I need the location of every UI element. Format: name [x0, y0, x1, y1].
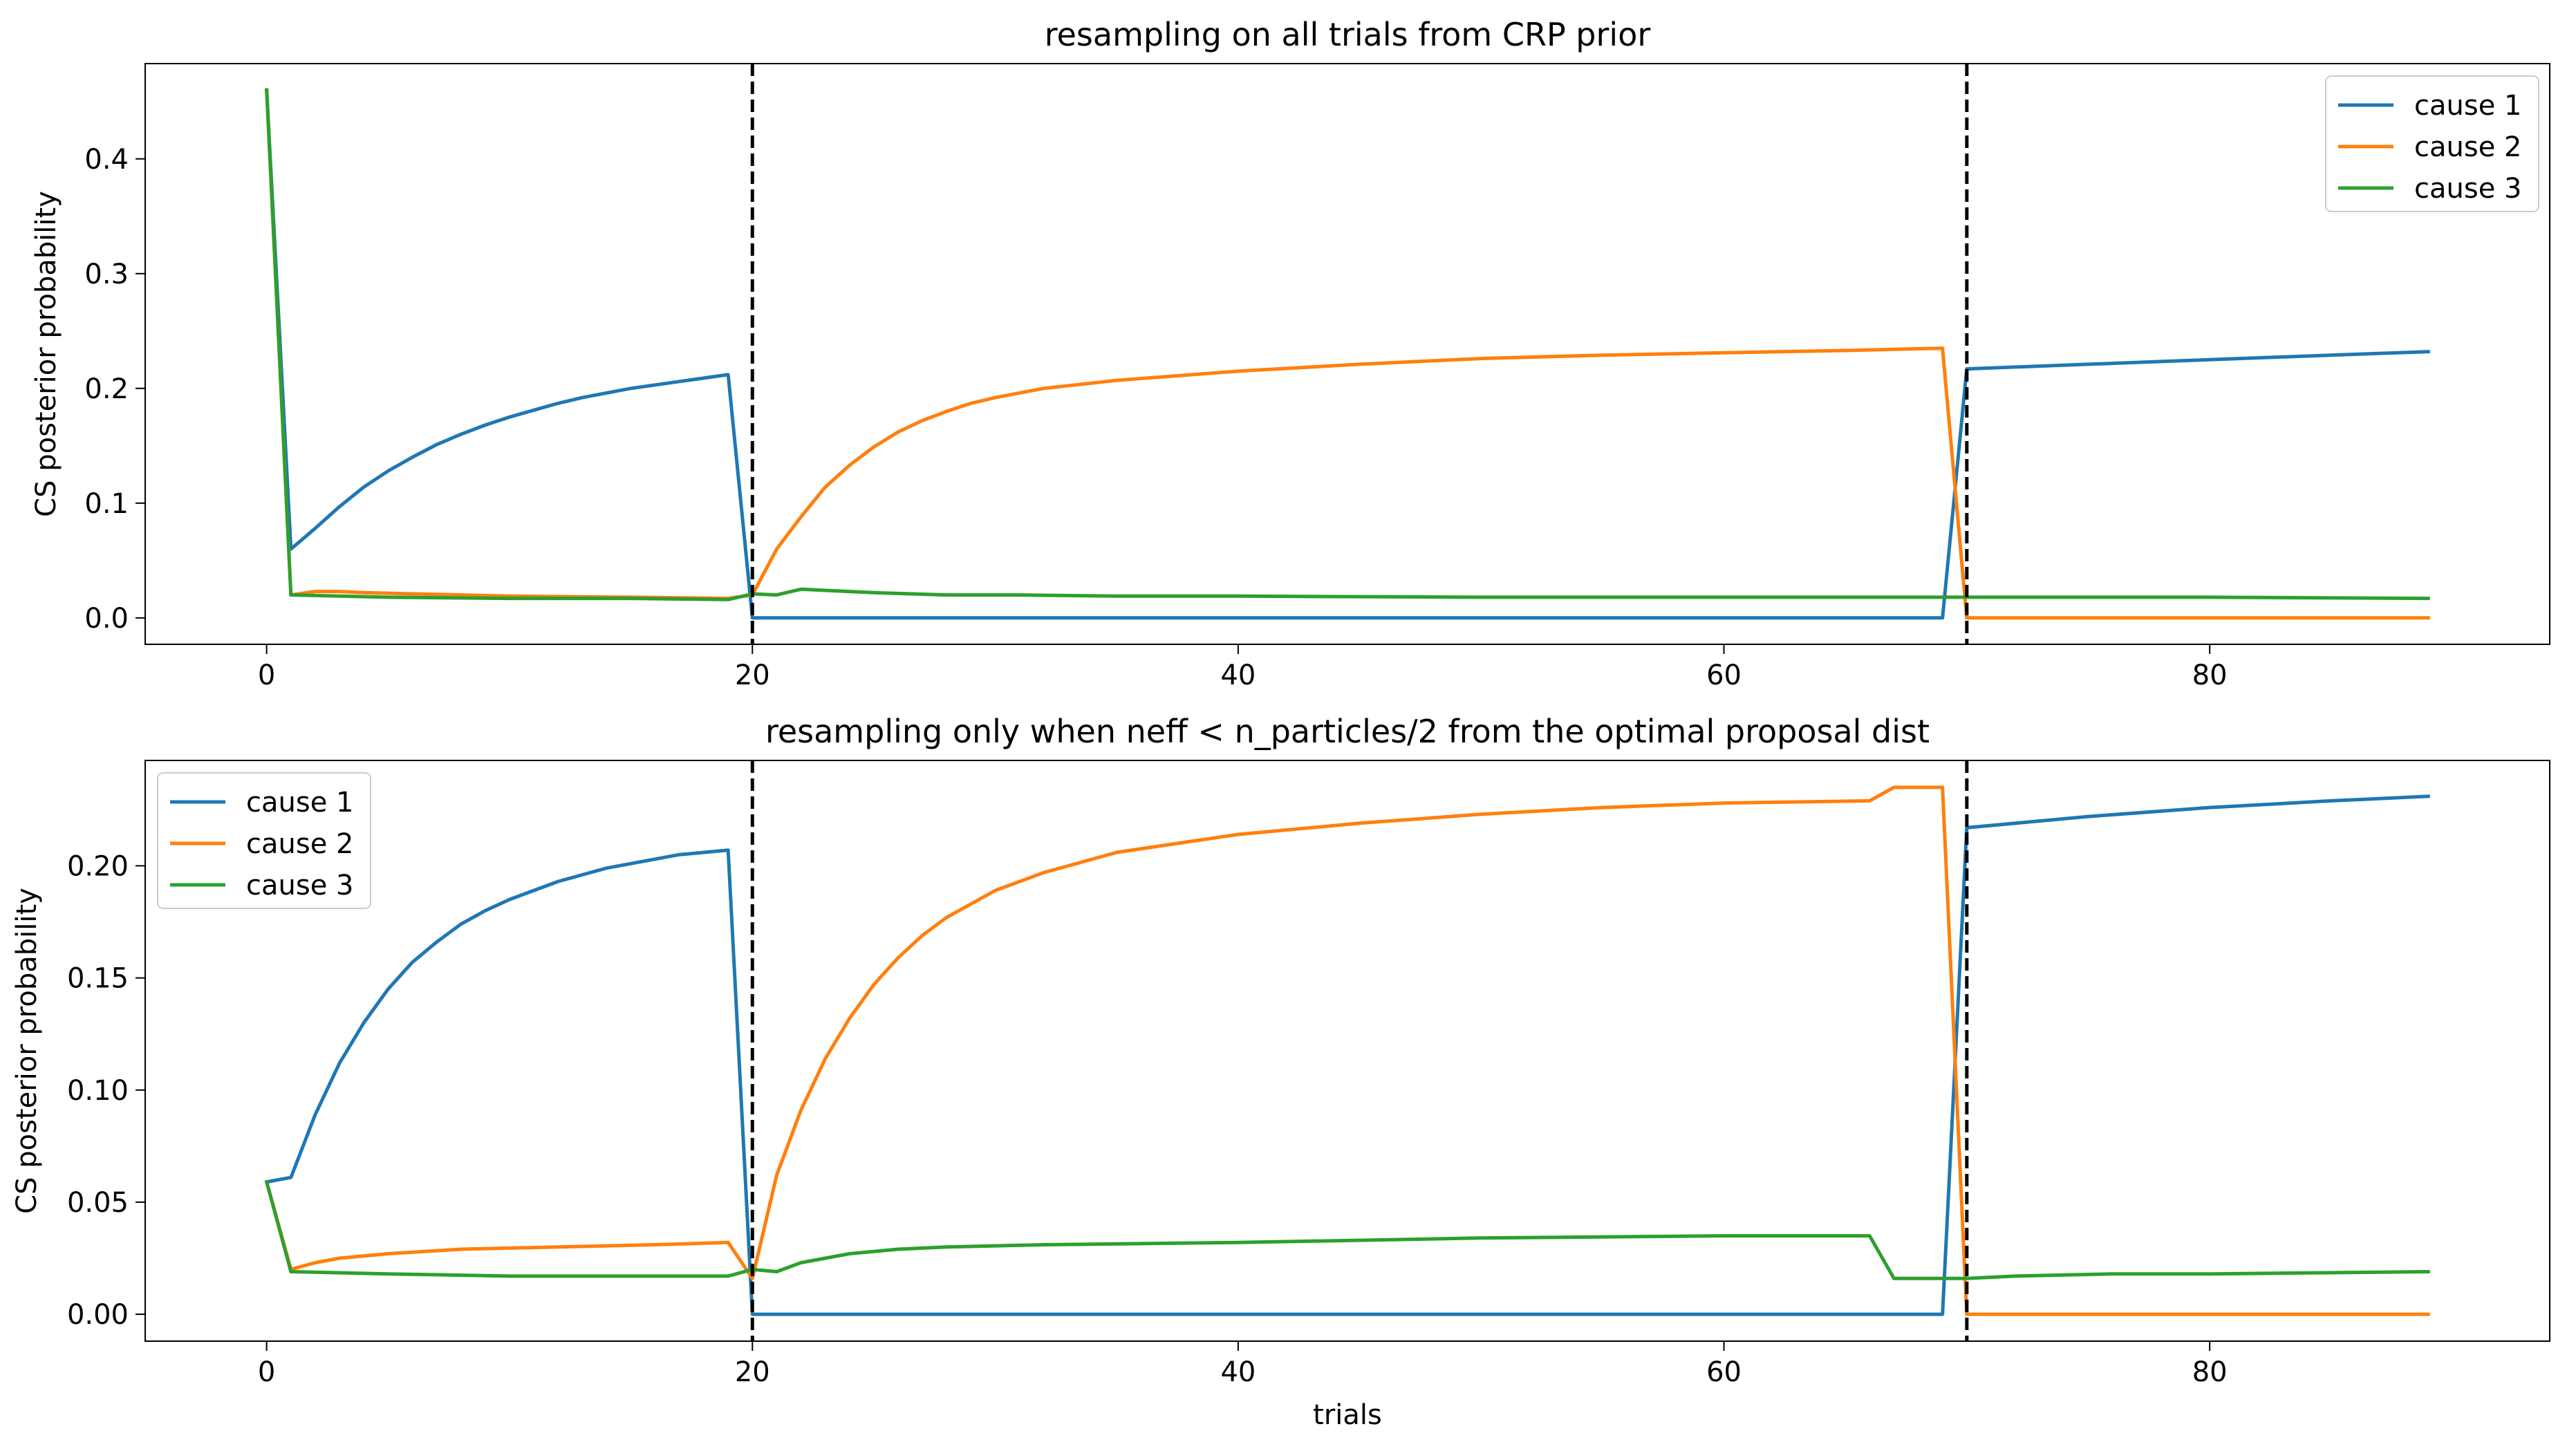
- bottom-chart-legend-label: cause 1: [246, 787, 353, 819]
- top-chart-series-cause-2: [265, 88, 2430, 620]
- top-chart-ylabel: CS posterior probability: [30, 191, 62, 517]
- bottom-chart-xtick-label: 20: [735, 1356, 770, 1388]
- top-chart-panel: resampling on all trials from CRP prior 0…: [30, 16, 2550, 691]
- bottom-chart-legend-label: cause 3: [246, 870, 353, 901]
- top-chart-legend-label: cause 2: [2414, 131, 2521, 163]
- top-chart-ytick-label: 0.2: [84, 373, 129, 405]
- top-chart-legend-box: [2325, 75, 2539, 212]
- bottom-chart-xtick-label: 60: [1706, 1356, 1742, 1388]
- bottom-chart-xtick-label: 0: [258, 1356, 275, 1388]
- bottom-chart-ytick-label: 0.20: [67, 850, 129, 882]
- bottom-chart-legend-label: cause 2: [246, 828, 353, 860]
- bottom-chart-ytick-label: 0.10: [67, 1075, 129, 1107]
- bottom-chart-title: resampling only when neff < n_particles/…: [765, 713, 1930, 750]
- top-chart-xtick-label: 40: [1220, 660, 1256, 691]
- bottom-chart-ytick-label: 0.05: [67, 1187, 129, 1219]
- top-chart-legend: cause 1 cause 2 cause 3: [2325, 75, 2539, 212]
- bottom-chart-xtick-label: 40: [1220, 1356, 1256, 1388]
- top-chart-ytick-label: 0.1: [84, 488, 129, 520]
- top-chart-xtick-label: 80: [2192, 660, 2228, 691]
- bottom-chart-panel: resampling only when neff < n_particles/…: [11, 713, 2550, 1431]
- bottom-chart-series-cause-3: [264, 1179, 2430, 1280]
- top-chart-frame: [144, 63, 2550, 645]
- bottom-chart-ylabel: CS posterior probability: [11, 888, 43, 1214]
- bottom-chart-legend: cause 1 cause 2 cause 3: [157, 772, 371, 909]
- bottom-chart-ytick-label: 0.00: [67, 1299, 129, 1331]
- top-chart-legend-label: cause 3: [2414, 173, 2521, 205]
- top-chart-ytick-label: 0.4: [84, 144, 129, 176]
- top-chart-ytick-label: 0.3: [84, 259, 129, 290]
- top-chart-title: resampling on all trials from CRP prior: [1045, 16, 1651, 53]
- bottom-chart-plot-area: [264, 760, 2430, 1341]
- top-chart-legend-label: cause 1: [2414, 90, 2521, 122]
- top-chart-series-cause-1: [265, 88, 2430, 620]
- bottom-chart-series-cause-1: [264, 794, 2430, 1316]
- top-chart-xtick-label: 60: [1706, 660, 1742, 691]
- top-chart-xtick-label: 20: [735, 660, 770, 691]
- top-chart-xtick-label: 0: [258, 660, 275, 691]
- bottom-chart-ytick-label: 0.15: [67, 963, 129, 995]
- bottom-chart-legend-box: [157, 772, 371, 909]
- top-chart-series-cause-3: [265, 88, 2430, 601]
- bottom-chart-frame: [144, 760, 2550, 1342]
- top-chart-ytick-label: 0.0: [84, 603, 129, 635]
- top-chart-plot-area: [265, 64, 2430, 644]
- bottom-chart-xlabel: trials: [1313, 1399, 1382, 1431]
- bottom-chart-xtick-label: 80: [2192, 1356, 2228, 1388]
- bottom-chart-series-cause-2: [264, 785, 2430, 1316]
